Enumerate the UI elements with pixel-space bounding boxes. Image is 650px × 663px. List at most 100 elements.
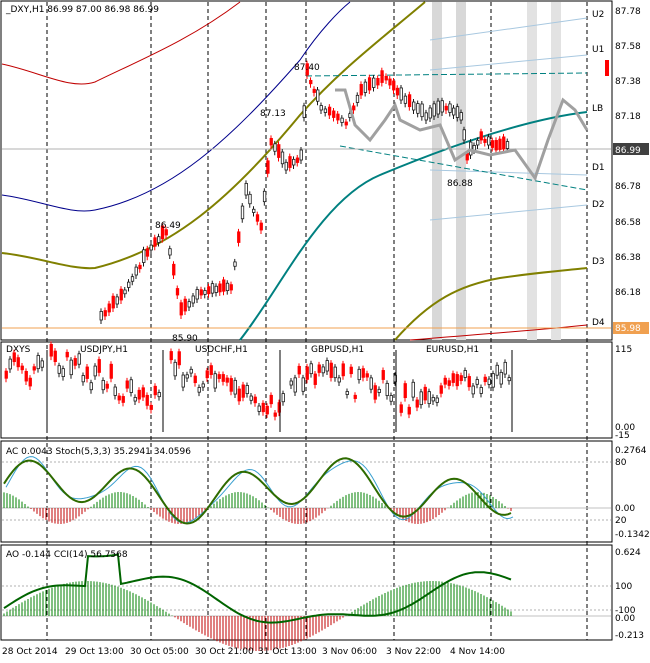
strip-candle: [495, 364, 499, 376]
cci-scale: -0.213: [615, 631, 644, 641]
candle: [355, 94, 360, 103]
pivot-d3: D3: [592, 257, 605, 267]
strip-candle: [197, 387, 201, 393]
strip-candle: [145, 394, 149, 406]
strip-candle: [487, 378, 491, 385]
candle: [99, 310, 103, 321]
candle: [225, 282, 230, 292]
price-scale[interactable]: 87.78 87.58 87.38 87.18 86.99 86.78 86.5…: [613, 7, 649, 334]
strip-candle: [483, 376, 487, 383]
candle: [367, 77, 372, 91]
cci-label: AO -0.144 CCI(14) 56.7568: [6, 550, 128, 560]
candle: [395, 87, 400, 96]
current-price-badge: [613, 143, 649, 155]
candle: [168, 248, 172, 256]
candle: [218, 283, 222, 293]
candle: [111, 295, 115, 309]
strip-candle: [157, 392, 161, 398]
candle: [412, 101, 416, 111]
candle: [384, 75, 388, 81]
strip-candle: [225, 377, 229, 383]
strip-candle: [261, 402, 265, 413]
strip-candle: [173, 361, 177, 377]
strip-candle: [325, 360, 329, 372]
candle: [266, 160, 270, 174]
strip-candle: [281, 393, 285, 403]
price-tick: 86.58: [615, 218, 641, 228]
candle: [153, 237, 157, 247]
strip-candle: [301, 377, 305, 392]
lower-olive-band: [394, 267, 588, 341]
candle: [252, 208, 256, 213]
candle: [240, 205, 245, 220]
pivot-d1: D1: [592, 163, 605, 173]
pivot-d2: D2: [592, 200, 605, 210]
strip-candle: [467, 376, 471, 388]
strip-candle: [451, 373, 455, 383]
strip-candle: [475, 379, 479, 385]
strip-candle: [415, 399, 419, 408]
strip-candle: [423, 386, 427, 401]
symbol-strips[interactable]: DXYS USDJPY,H1 USDCHF,H1 GBPUSD,H1 EURUS…: [4, 341, 635, 441]
strip-candle: [40, 360, 44, 368]
strip-candle: [129, 379, 133, 393]
strip-candle: [137, 389, 141, 400]
candle: [502, 136, 506, 150]
candle: [195, 289, 199, 300]
strip-candle: [133, 397, 137, 402]
strip-candle: [8, 358, 12, 370]
time-label: 3 Nov 22:00: [386, 647, 441, 657]
pivot-d4: D4: [592, 318, 605, 328]
candle: [494, 140, 498, 151]
strip-candle: [28, 377, 32, 387]
candle: [229, 284, 233, 291]
candle: [262, 190, 267, 203]
cci-indicator[interactable]: AO -0.144 CCI(14) 56.7568 0.624 100 -100…: [2, 548, 644, 651]
strip-candle: [125, 380, 129, 389]
channel-bottom-line: [339, 145, 588, 191]
stochastic-indicator[interactable]: AC 0.0043 Stoch(5,3,3) 35.2941 34.0596 0…: [2, 446, 650, 540]
candle: [269, 138, 273, 146]
stoch-scale: 0.00: [615, 504, 635, 514]
price-chart[interactable]: 87.40 87.13 86.49 86.88 85.90 U2 U1 LB D…: [1, 1, 611, 344]
strip-candle: [177, 351, 181, 366]
strip-candle: [141, 387, 145, 398]
candle: [164, 229, 168, 236]
candle: [424, 112, 428, 121]
candle: [107, 303, 111, 313]
candle: [130, 276, 135, 282]
candle: [359, 84, 363, 96]
candle: [187, 301, 191, 308]
candle: [440, 100, 444, 113]
strip-candle: [377, 388, 381, 393]
strip-candle: [93, 365, 97, 377]
candle: [483, 138, 487, 143]
strip-candle: [20, 365, 24, 371]
strip-candle: [205, 370, 209, 379]
strip-candle: [455, 374, 459, 387]
candles[interactable]: [99, 60, 510, 324]
strip-candle: [479, 387, 483, 394]
time-label: 30 Oct 05:00: [130, 647, 189, 657]
time-axis[interactable]: 28 Oct 2014 29 Oct 13:00 30 Oct 05:00 30…: [2, 647, 505, 657]
stoch-label: AC 0.0043 Stoch(5,3,3) 35.2941 34.0596: [6, 447, 191, 457]
strip-candle: [81, 375, 85, 383]
annotation-87-13: 87.13: [260, 109, 286, 119]
candle: [352, 105, 356, 111]
strip-candle: [109, 363, 113, 379]
candle: [210, 283, 215, 294]
candle: [432, 103, 436, 117]
candle: [145, 248, 150, 257]
strip-candle: [57, 365, 61, 374]
candle: [444, 105, 448, 111]
strip-candle: [289, 380, 293, 386]
projection-line: [335, 88, 589, 182]
cci-scale: 0.624: [615, 548, 641, 558]
candle: [428, 107, 432, 119]
strip-candle: [32, 366, 36, 371]
candle: [363, 81, 368, 93]
time-label: 28 Oct 2014: [2, 647, 58, 657]
time-label: 31 Oct 13:00: [258, 647, 317, 657]
